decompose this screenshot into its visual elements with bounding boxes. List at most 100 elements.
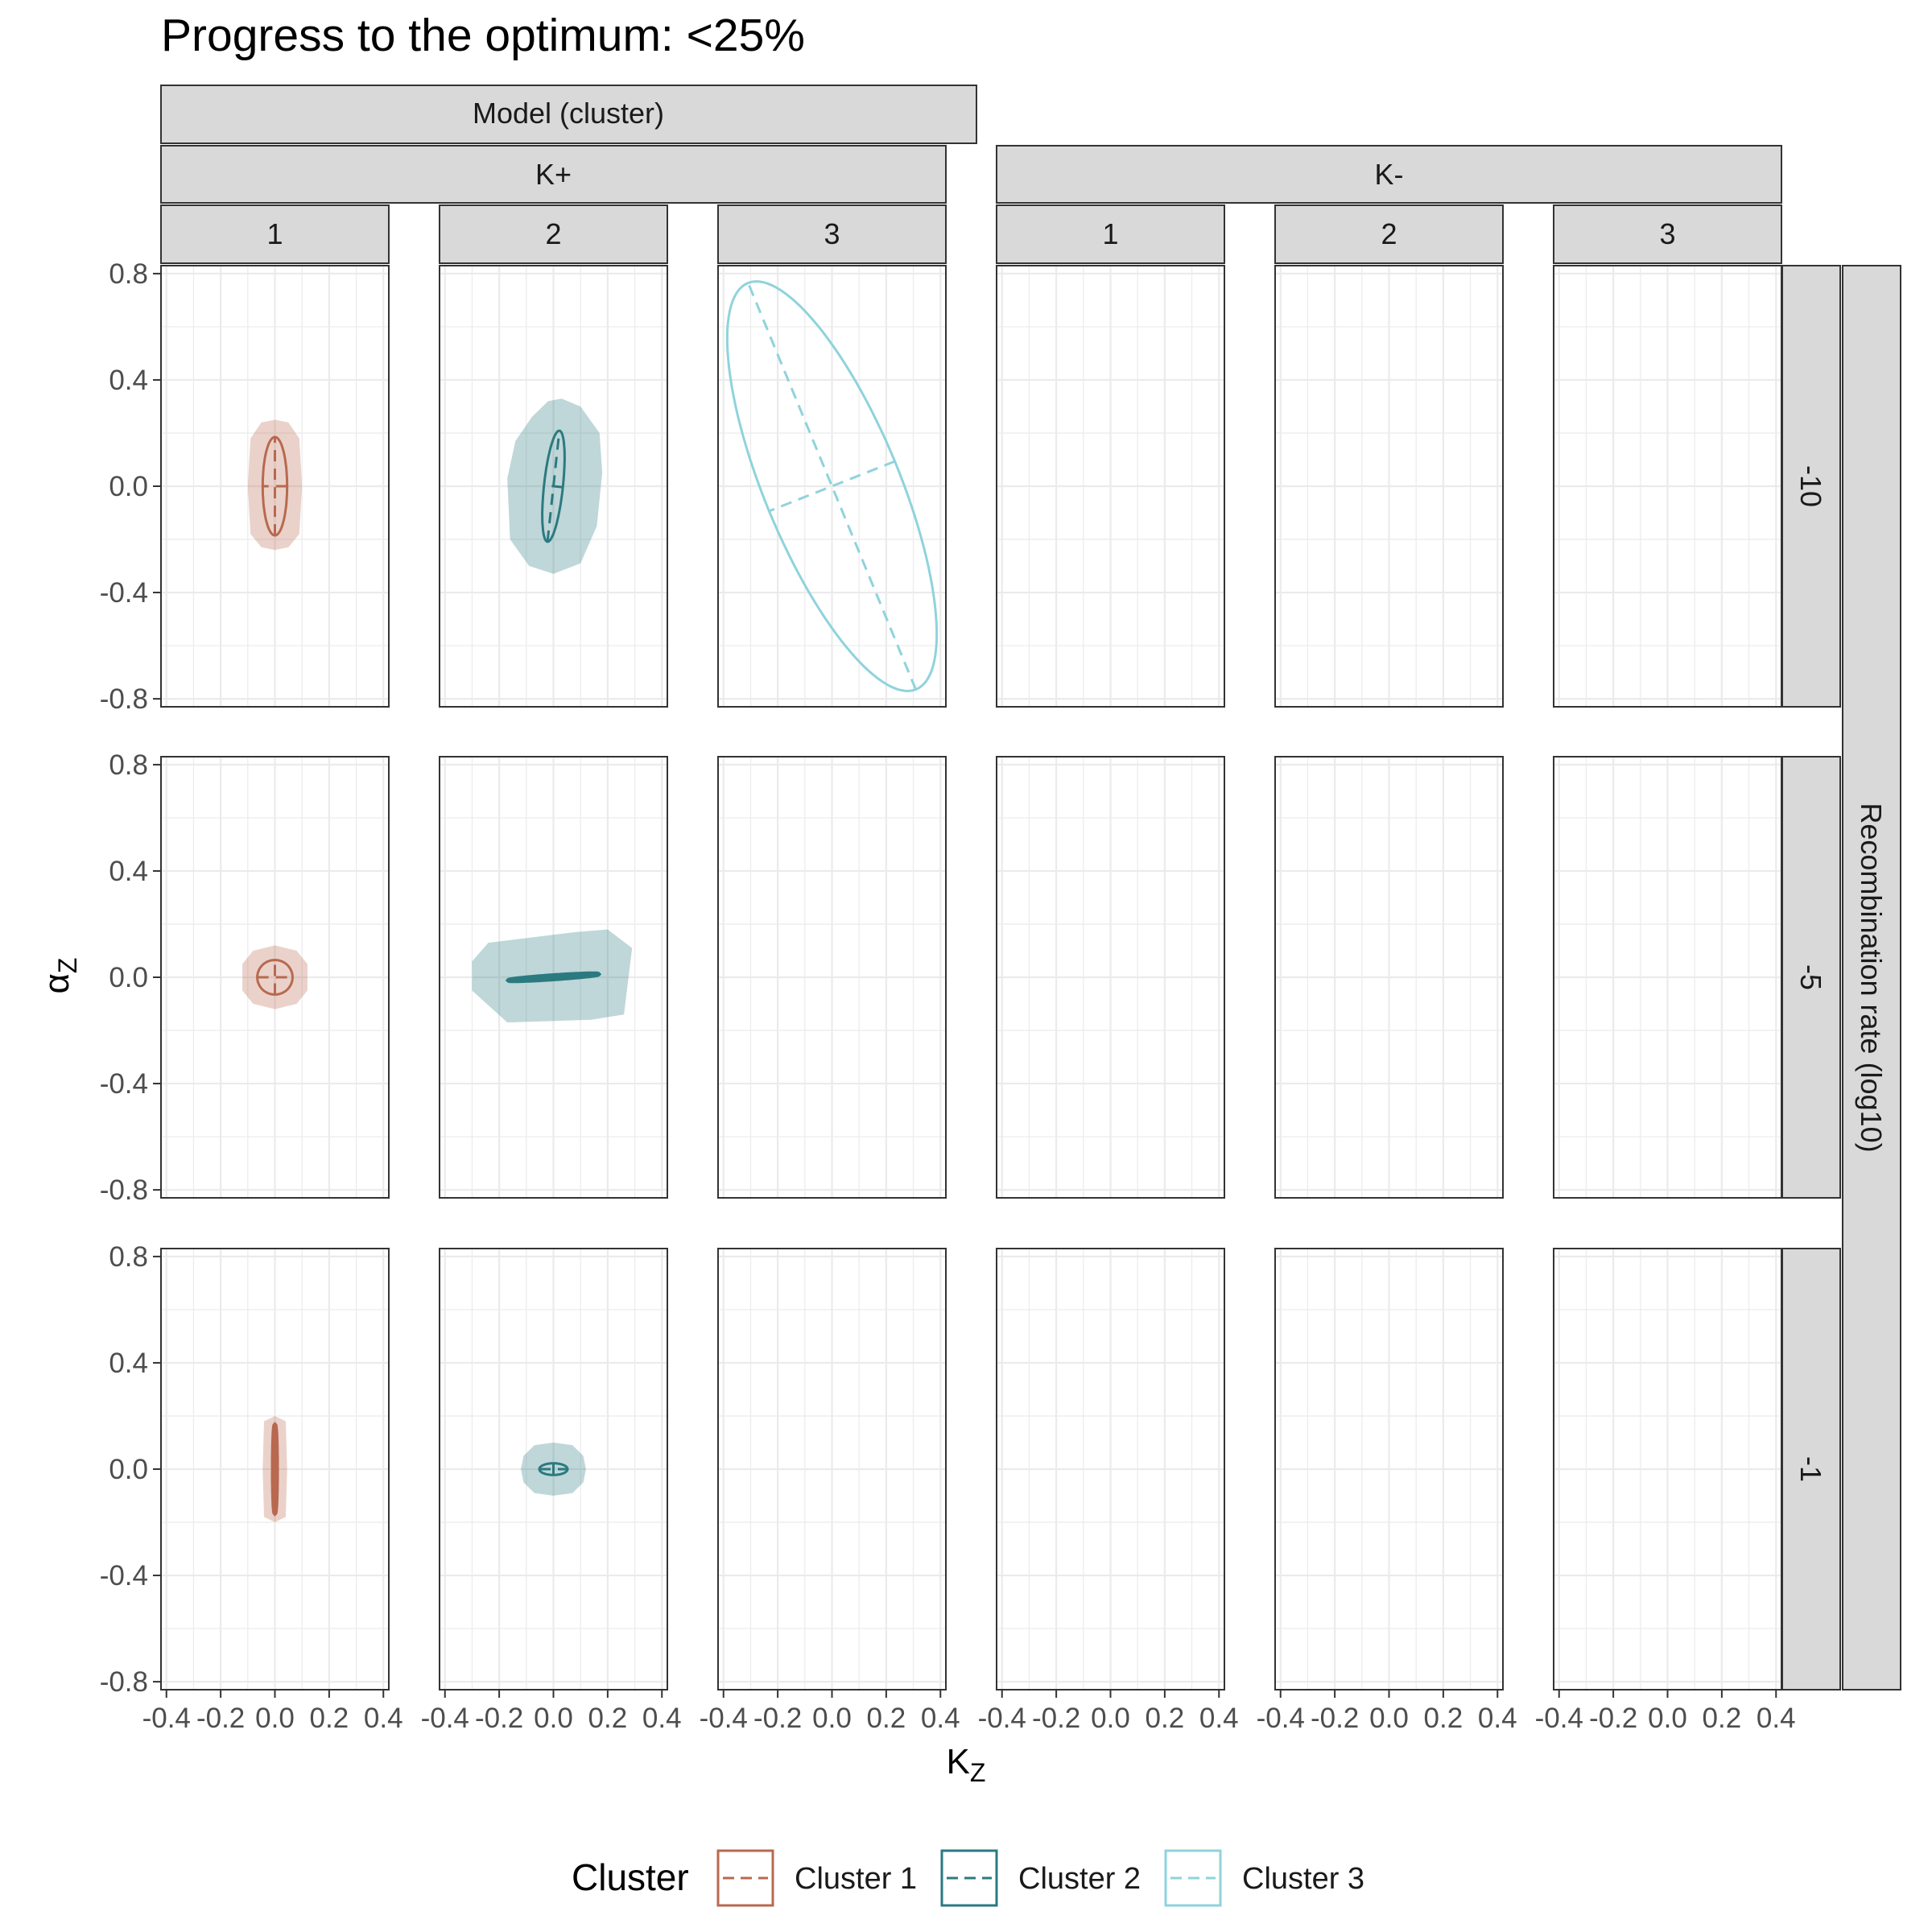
x-tick-label: 0.2 xyxy=(588,1703,628,1734)
chart-title: Progress to the optimum: <25% xyxy=(161,10,805,61)
strip-row xyxy=(1781,265,1841,708)
strip-row-label: -5 xyxy=(1794,964,1827,990)
cluster-3-marks xyxy=(725,280,939,692)
cluster-1-marks xyxy=(247,419,303,551)
panel-K+-2--10 xyxy=(440,266,667,707)
x-tick-label: -0.2 xyxy=(475,1703,523,1734)
panel-K--3--5 xyxy=(1554,757,1781,1198)
panel-K--2--5 xyxy=(1275,757,1503,1198)
legend: Cluster Cluster 1 Cluster 2 Cluster 3 xyxy=(572,1849,1364,1907)
strip-cluster-label: 1 xyxy=(1102,217,1118,250)
strips-layer: Model (cluster) K+ K- 1 2 3 1 2 3 -10 -5 -1 Recombin… xyxy=(160,85,1901,1690)
strip-cluster-label: 3 xyxy=(824,217,840,250)
panel-K+-3--1 xyxy=(718,1249,946,1690)
cluster-1-marks xyxy=(242,945,308,1009)
y-tick-label: 0.8 xyxy=(109,1241,148,1273)
panel-K+-3--5 xyxy=(718,757,946,1198)
x-tick-label: 0.2 xyxy=(1424,1703,1463,1734)
strip-row-label: -10 xyxy=(1794,465,1827,507)
y-tick-label: -0.4 xyxy=(100,577,148,609)
strip-cluster xyxy=(1274,204,1504,264)
x-tick-label: 0.2 xyxy=(310,1703,349,1734)
cluster-1-ellipse xyxy=(256,958,294,997)
x-tick-label: 0.4 xyxy=(1199,1703,1239,1734)
panel-border xyxy=(1274,756,1504,1199)
cluster-1-hull xyxy=(247,419,303,551)
strip-model-label: K- xyxy=(1375,158,1404,191)
legend-title: Cluster xyxy=(572,1856,689,1898)
strip-cluster-label: 1 xyxy=(266,217,283,250)
panel-K--1--10 xyxy=(997,266,1224,707)
y-tick-label: 0.4 xyxy=(109,1348,148,1379)
y-axis-label-main: α xyxy=(37,973,76,993)
x-tick-label: -0.4 xyxy=(421,1703,469,1734)
panel-K--2--1 xyxy=(1275,1249,1503,1690)
y-tick-label: -0.4 xyxy=(100,1068,148,1100)
x-tick-label: 0.0 xyxy=(1369,1703,1409,1734)
y-tick-label: 0.0 xyxy=(109,1454,148,1485)
x-tick-label: 0.4 xyxy=(1757,1703,1796,1734)
strip-row xyxy=(1781,756,1841,1199)
cluster-2-marks xyxy=(472,929,633,1023)
x-axis-label-sub: Z xyxy=(970,1758,986,1787)
panel-border xyxy=(439,756,668,1199)
strip-top xyxy=(160,85,977,144)
cluster-2-ellipse xyxy=(505,971,602,984)
y-tick-label: -0.8 xyxy=(100,1666,148,1698)
strip-model xyxy=(160,145,947,204)
x-tick-label: 0.2 xyxy=(1146,1703,1185,1734)
strip-right xyxy=(1842,265,1901,1690)
x-tick-label: -0.4 xyxy=(142,1703,191,1734)
panel-border xyxy=(717,265,947,708)
strip-cluster-label: 3 xyxy=(1659,217,1675,250)
x-tick-label: 0.0 xyxy=(534,1703,573,1734)
panel-K--2--10 xyxy=(1275,266,1503,707)
legend-entry-cluster-2: Cluster 2 xyxy=(940,1849,1141,1907)
panel-border xyxy=(996,265,1225,708)
panel-K--1--5 xyxy=(997,757,1224,1198)
legend-entry-label: Cluster 1 xyxy=(795,1862,917,1896)
x-tick-label: -0.4 xyxy=(1535,1703,1583,1734)
strip-cluster xyxy=(996,204,1225,264)
cluster-1-marks xyxy=(262,1416,287,1522)
y-tick-label: 0.8 xyxy=(109,258,148,290)
y-tick-label: 0.4 xyxy=(109,856,148,887)
panel-K--3--1 xyxy=(1554,1249,1781,1690)
panel-border xyxy=(717,756,947,1199)
y-tick-label: 0.0 xyxy=(109,471,148,502)
cluster-2-marks xyxy=(521,1443,586,1496)
cluster-3-minor-axis xyxy=(768,460,896,513)
y-tick-label: 0.8 xyxy=(109,749,148,781)
y-tick-label: -0.4 xyxy=(100,1560,148,1591)
strip-row-label: -1 xyxy=(1794,1456,1827,1482)
strip-cluster xyxy=(439,204,668,264)
x-tick-label: 0.0 xyxy=(1648,1703,1687,1734)
x-tick-label: -0.2 xyxy=(1589,1703,1637,1734)
cluster-2-marks xyxy=(507,398,603,574)
x-tick-label: -0.2 xyxy=(196,1703,245,1734)
strip-cluster xyxy=(1553,204,1782,264)
x-tick-label: -0.2 xyxy=(753,1703,802,1734)
x-tick-label: 0.4 xyxy=(921,1703,960,1734)
x-tick-label: -0.2 xyxy=(1311,1703,1359,1734)
y-tick-label: 0.0 xyxy=(109,962,148,993)
cluster-1-hull xyxy=(242,945,308,1009)
axes-layer: -0.8 -0.4 0.0 0.4 0.8 -0.8 -0.4 0.0 0.4 0.8 -0.8 -0… xyxy=(100,258,1796,1734)
x-tick-label: -0.4 xyxy=(1257,1703,1305,1734)
panels-layer xyxy=(160,265,1782,1690)
x-axis-label-main: K xyxy=(947,1742,970,1781)
legend-entry-cluster-1: Cluster 1 xyxy=(716,1849,917,1907)
strip-cluster-label: 2 xyxy=(545,217,561,250)
y-axis-label: αZ xyxy=(37,958,82,994)
strip-cluster xyxy=(717,204,947,264)
y-tick-label: -0.8 xyxy=(100,683,148,715)
panel-K--3--10 xyxy=(1554,266,1781,707)
x-tick-label: 0.4 xyxy=(1478,1703,1517,1734)
x-tick-label: 0.2 xyxy=(867,1703,906,1734)
x-tick-label: 0.2 xyxy=(1703,1703,1742,1734)
x-axis-label: KZ xyxy=(947,1742,986,1787)
panel-border xyxy=(996,756,1225,1199)
y-axis-label-sub: Z xyxy=(53,958,82,974)
panel-K+-1--10 xyxy=(161,266,389,707)
